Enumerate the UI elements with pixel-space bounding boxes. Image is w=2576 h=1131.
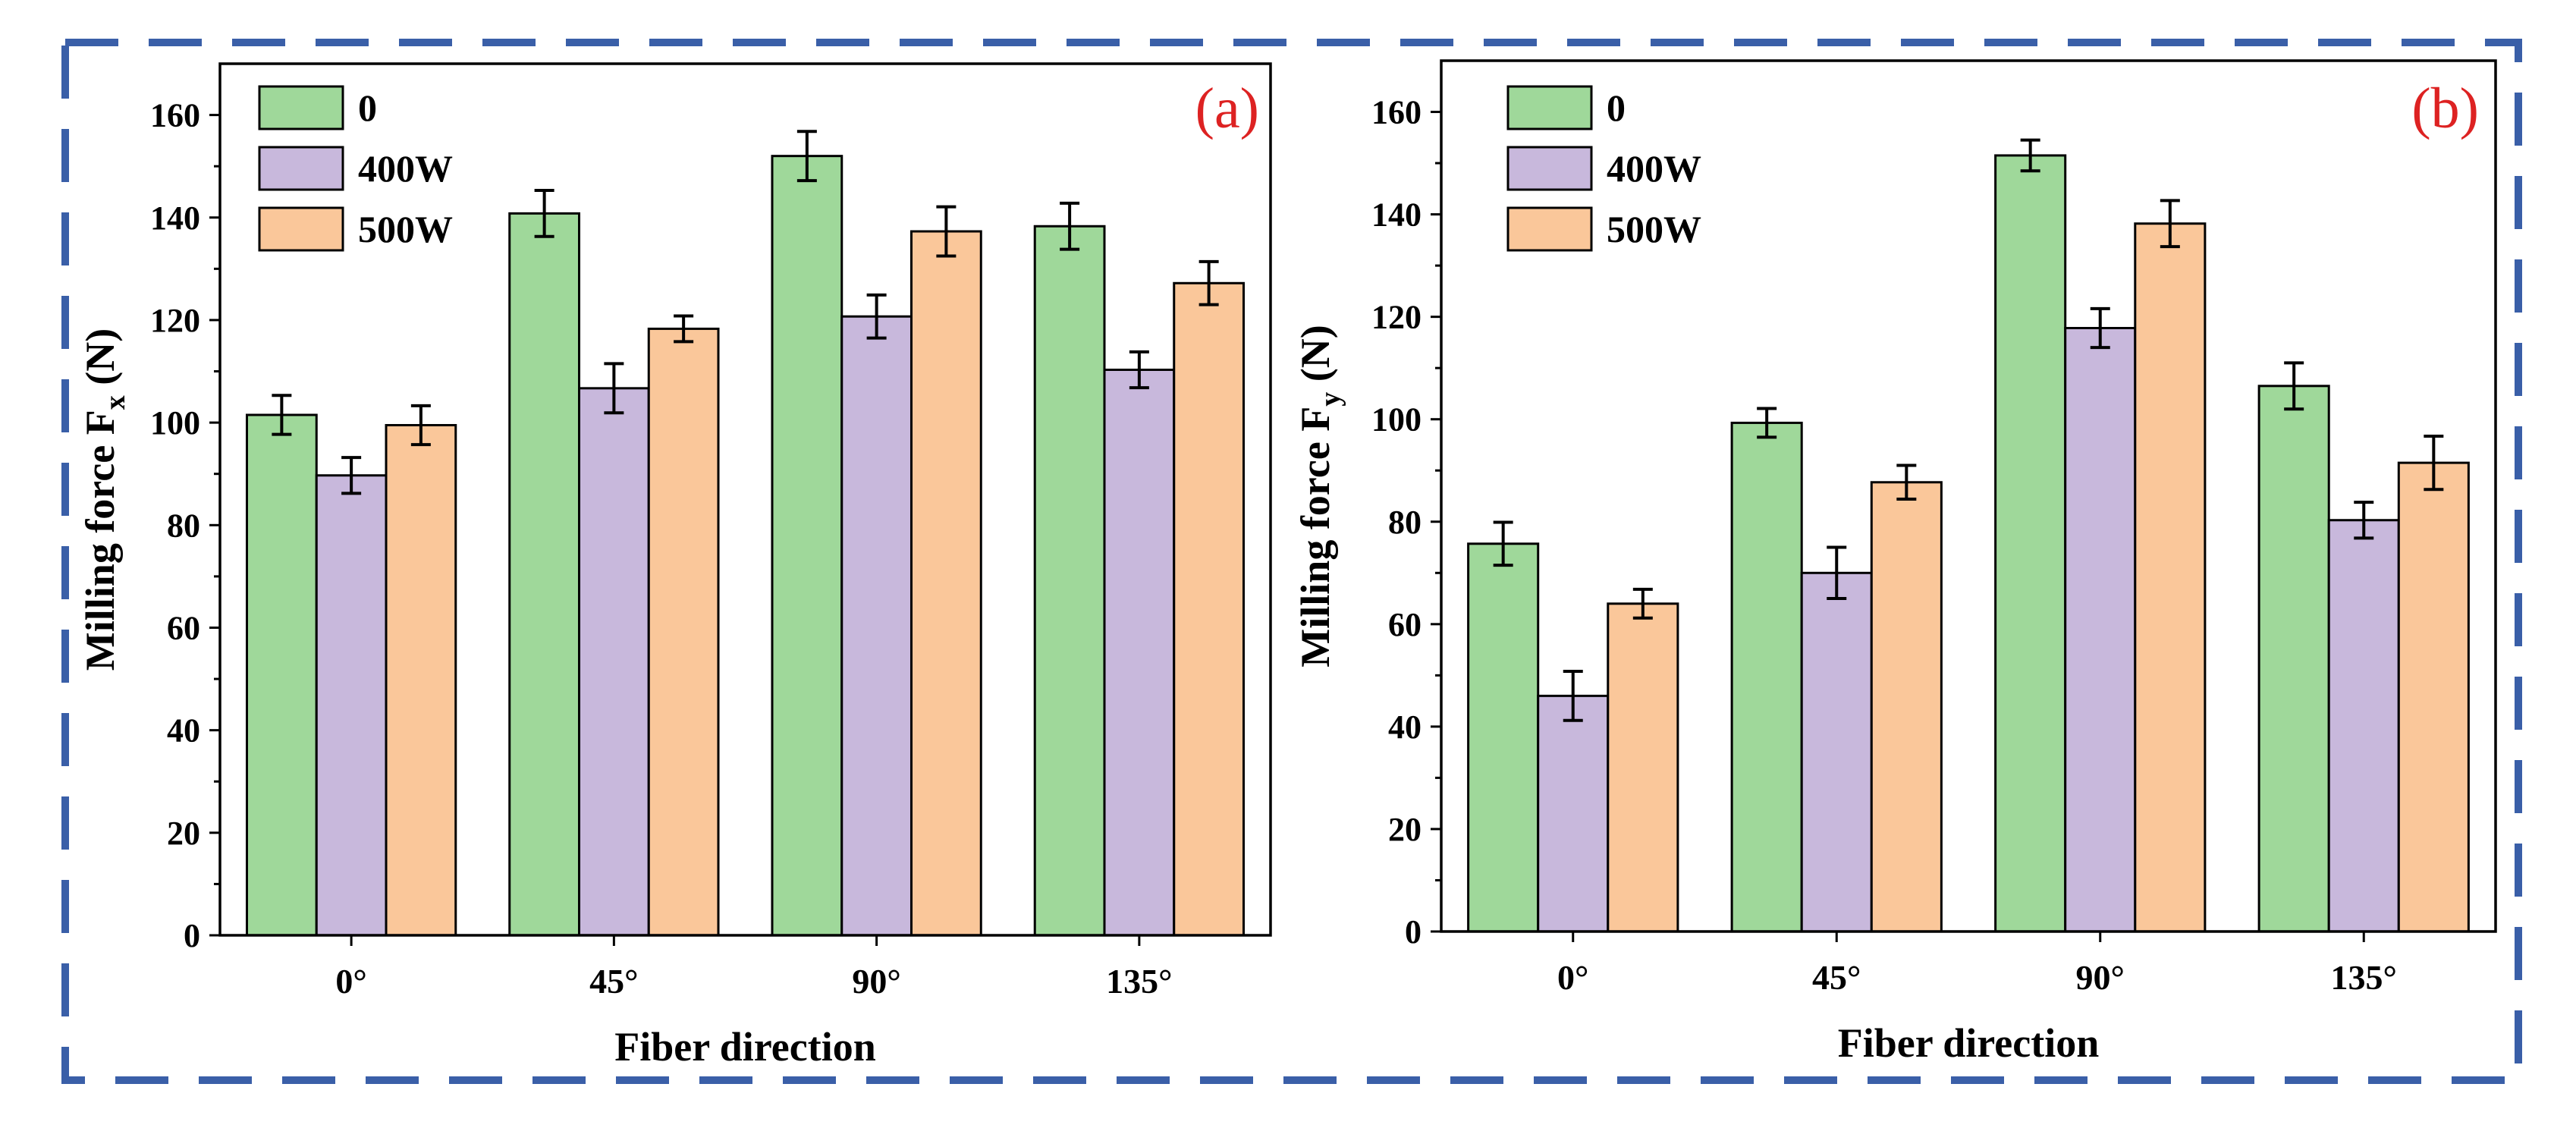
y-tick-label: 60 bbox=[167, 609, 200, 646]
legend-label: 400W bbox=[358, 147, 453, 190]
legend-swatch bbox=[1506, 206, 1593, 252]
y-axis-label-unit: (N) bbox=[77, 328, 123, 395]
y-tick-label: 160 bbox=[1371, 94, 1422, 131]
x-tick-label: 0° bbox=[1557, 958, 1588, 997]
y-tick-label: 80 bbox=[167, 507, 200, 544]
bar bbox=[1103, 369, 1176, 937]
chart-a: 0 20 40 60 80 100 120 140 160 0° 45° 90° 135° Fiber d… bbox=[77, 62, 1272, 1070]
x-tick-label: 0° bbox=[335, 962, 366, 1001]
y-tick-label: 40 bbox=[1388, 708, 1422, 746]
y-axis-label-unit: (N) bbox=[1293, 325, 1338, 391]
legend-label: 400W bbox=[1607, 147, 1701, 190]
y-tick-label: 80 bbox=[1388, 504, 1422, 541]
legend-swatch bbox=[258, 206, 344, 252]
legend-label: 500W bbox=[358, 208, 453, 250]
bar bbox=[840, 315, 913, 937]
x-axis-label: Fiber direction bbox=[614, 1024, 875, 1070]
y-axis-label: Milling force Fx (N) bbox=[77, 328, 131, 671]
bar bbox=[910, 230, 982, 937]
y-tick-label: 20 bbox=[167, 815, 200, 852]
legend-swatch bbox=[1506, 146, 1593, 191]
x-tick-label: 135° bbox=[2331, 958, 2397, 997]
bar bbox=[2327, 519, 2400, 933]
y-axis-label-subscript: x bbox=[99, 395, 131, 410]
legend-label: 0 bbox=[1607, 86, 1626, 129]
x-tick-label: 90° bbox=[852, 962, 900, 1001]
panel-label: (b) bbox=[2411, 77, 2479, 140]
legend-label: 500W bbox=[1607, 208, 1701, 250]
y-tick-label: 100 bbox=[1371, 401, 1422, 438]
y-axis-label-main: Milling force F bbox=[1293, 407, 1338, 668]
y-tick-label: 20 bbox=[1388, 811, 1422, 848]
x-tick-label: 45° bbox=[589, 962, 638, 1001]
legend-swatch bbox=[258, 146, 344, 191]
y-tick-label: 100 bbox=[150, 404, 200, 441]
y-tick-label: 140 bbox=[150, 199, 200, 237]
y-tick-label: 60 bbox=[1388, 606, 1422, 643]
legend-label: 0 bbox=[358, 86, 377, 129]
bar bbox=[2397, 461, 2470, 933]
bar bbox=[1994, 154, 2067, 933]
y-axis-label-main: Milling force F bbox=[77, 410, 123, 671]
panel-label: (a) bbox=[1195, 77, 1259, 140]
y-tick-label: 160 bbox=[150, 97, 200, 134]
plot-frame bbox=[218, 62, 1272, 937]
bar bbox=[1730, 421, 1803, 933]
bar bbox=[245, 413, 318, 937]
bar bbox=[2257, 385, 2330, 933]
x-axis-label: Fiber direction bbox=[1838, 1020, 2099, 1066]
bar bbox=[647, 327, 720, 937]
bar bbox=[1173, 281, 1246, 937]
bar bbox=[315, 474, 388, 937]
dashed-frame bbox=[61, 39, 2522, 1084]
bar bbox=[508, 212, 580, 937]
bar bbox=[771, 155, 843, 937]
bar bbox=[1033, 225, 1106, 937]
y-axis-label: Milling force Fy (N) bbox=[1293, 325, 1346, 667]
bar bbox=[1800, 571, 1873, 933]
plot-frame bbox=[1440, 59, 2497, 933]
chart-b: 0 20 40 60 80 100 120 140 160 0° 45° 90° 135° Fiber d… bbox=[1293, 59, 2497, 1066]
y-tick-label: 140 bbox=[1371, 196, 1422, 234]
x-tick-label: 90° bbox=[2076, 958, 2125, 997]
y-tick-label: 0 bbox=[184, 917, 200, 954]
legend-swatch bbox=[1506, 85, 1593, 130]
x-tick-label: 135° bbox=[1106, 962, 1172, 1001]
bar bbox=[577, 387, 650, 937]
bar bbox=[1607, 602, 1679, 933]
bar bbox=[1467, 542, 1540, 933]
bar bbox=[2134, 222, 2207, 933]
y-tick-label: 120 bbox=[1371, 299, 1422, 336]
x-tick-label: 45° bbox=[1812, 958, 1861, 997]
bar bbox=[2064, 327, 2137, 933]
y-tick-label: 0 bbox=[1405, 913, 1422, 950]
y-axis-label-subscript: y bbox=[1315, 392, 1346, 407]
y-tick-label: 120 bbox=[150, 302, 200, 339]
bar bbox=[1537, 694, 1610, 933]
y-tick-label: 40 bbox=[167, 712, 200, 749]
bar bbox=[1870, 481, 1943, 933]
legend-swatch bbox=[258, 85, 344, 130]
bar bbox=[385, 423, 457, 937]
